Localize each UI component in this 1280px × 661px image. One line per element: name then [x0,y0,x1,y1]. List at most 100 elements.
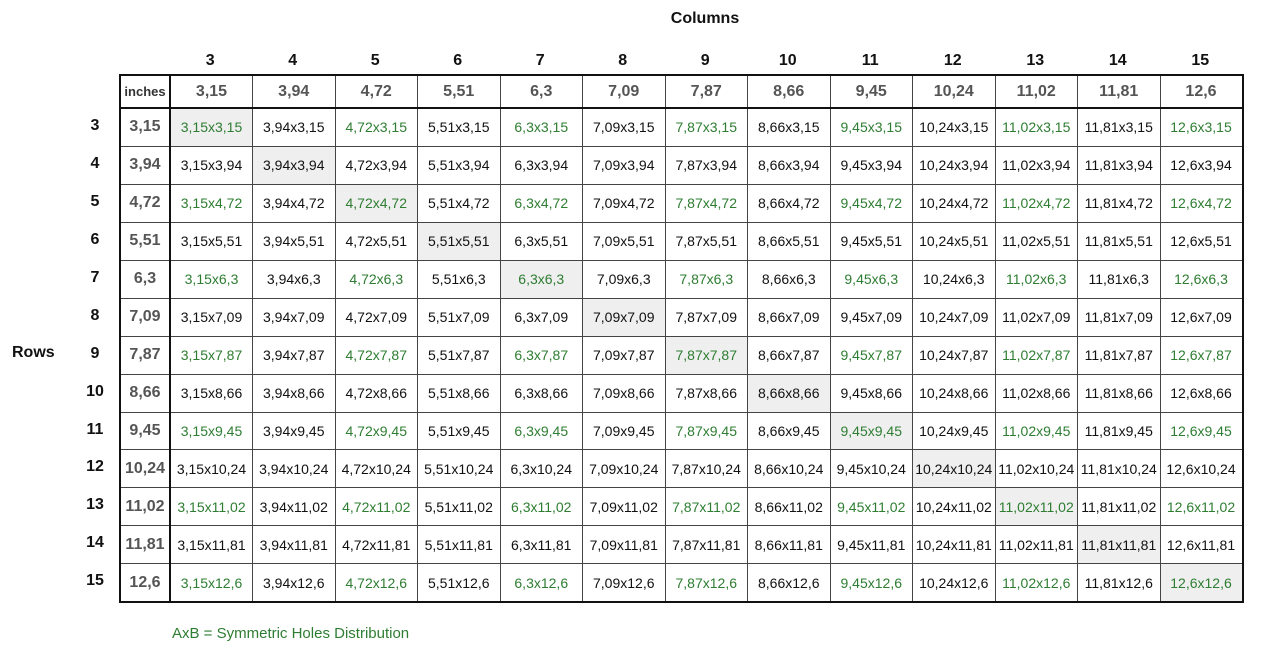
column-inches-header: 3,15 [169,74,253,109]
row-number: 4 [90,154,100,172]
size-cell: 8,66x7,09 [747,297,831,337]
size-cell: 3,94x8,66 [252,373,336,413]
row-inches-header: 8,66 [119,373,171,413]
row-inches-header: 3,94 [119,145,171,185]
column-inches-header: 9,45 [829,74,913,109]
size-cell: 12,6x11,02 [1159,487,1243,527]
row-inches-header: 12,6 [119,563,171,603]
size-cell: 3,94x11,81 [252,525,336,565]
column-inches-header: 11,02 [994,74,1078,109]
size-cell: 5,51x7,87 [417,335,501,375]
column-number: 11 [861,52,879,69]
row-inches-header: 4,72 [119,183,171,223]
size-cell: 3,15x7,87 [169,335,253,375]
size-cell: 6,3x8,66 [499,373,583,413]
size-cell: 12,6x9,45 [1159,411,1243,451]
size-cell: 7,09x11,81 [582,525,666,565]
size-cell: 8,66x3,15 [747,107,831,147]
size-cell: 4,72x6,3 [334,259,418,299]
size-cell: 11,81x7,87 [1077,335,1161,375]
row-number: 8 [90,306,100,324]
table-row: 11,81 3,15x11,81 3,94x11,81 4,72x11,81 5,51x… [119,525,1243,565]
size-cell: 3,15x11,81 [169,525,253,565]
size-cell: 10,24x6,3 [912,259,996,299]
size-cell: 3,15x9,45 [169,411,253,451]
column-number: 6 [453,52,463,69]
column-inches-header: 7,87 [664,74,748,109]
size-cell: 4,72x9,45 [334,411,418,451]
column-number: 12 [943,52,962,69]
column-number-header: 3 4 5 6 7 8 9 10 11 12 13 14 15 [169,50,1242,72]
size-cell: 3,94x3,15 [252,107,336,147]
size-cell: 6,3x3,15 [499,107,583,147]
size-cell: 8,66x9,45 [747,411,831,451]
inches-header-row: inches 3,15 3,94 4,72 5,51 6,3 7,09 7,87 8,66 9,4… [119,74,1243,109]
size-cell: 7,87x4,72 [664,183,748,223]
size-cell: 5,51x10,24 [417,449,501,489]
size-cell: 12,6x7,09 [1159,297,1243,337]
size-cell: 11,81x8,66 [1077,373,1161,413]
size-cell: 7,87x6,3 [664,259,748,299]
size-cell: 6,3x11,02 [499,487,583,527]
table-row: 7,09 3,15x7,09 3,94x7,09 4,72x7,09 5,51x7,09… [119,297,1243,337]
column-inches-header: 11,81 [1077,74,1161,109]
size-cell: 9,45x10,24 [829,449,913,489]
size-cell: 12,6x3,94 [1159,145,1243,185]
table-row: 9,45 3,15x9,45 3,94x9,45 4,72x9,45 5,51x9,45… [119,411,1243,451]
column-inches-header: 12,6 [1159,74,1243,109]
size-cell: 3,15x6,3 [169,259,253,299]
column-number: 5 [370,52,380,69]
size-cell: 3,15x3,94 [169,145,253,185]
row-inches-header: 7,09 [119,297,171,337]
size-cell: 3,94x5,51 [252,221,336,261]
size-cell: 7,09x10,24 [582,449,666,489]
size-cell: 11,81x12,6 [1077,563,1161,603]
size-cell: 8,66x7,87 [747,335,831,375]
column-inches-header: 8,66 [747,74,831,109]
size-cell: 9,45x6,3 [829,259,913,299]
size-cell: 7,87x7,87 [664,335,748,375]
size-cell: 9,45x11,81 [829,525,913,565]
size-cell: 11,81x6,3 [1077,259,1161,299]
size-cell: 6,3x5,51 [499,221,583,261]
size-cell: 4,72x7,87 [334,335,418,375]
size-cell: 10,24x9,45 [912,411,996,451]
column-number: 10 [778,52,797,69]
row-number-header: 3 4 5 6 7 8 9 10 11 12 13 14 15 [70,107,120,600]
size-cell: 4,72x10,24 [334,449,418,489]
row-number: 5 [90,192,100,210]
size-matrix-table: inches 3,15 3,94 4,72 5,51 6,3 7,09 7,87 8,66 9,4… [119,74,1244,604]
size-cell: 11,81x10,24 [1077,449,1161,489]
column-inches-header: 7,09 [582,74,666,109]
row-number: 11 [86,420,104,438]
columns-title: Columns [670,10,740,27]
column-number: 4 [288,52,298,69]
size-cell: 8,66x11,02 [747,487,831,527]
size-cell: 10,24x4,72 [912,183,996,223]
size-cell: 7,87x7,09 [664,297,748,337]
size-cell: 12,6x4,72 [1159,183,1243,223]
row-inches-header: 5,51 [119,221,171,261]
size-cell: 7,87x3,15 [664,107,748,147]
table-row: 8,66 3,15x8,66 3,94x8,66 4,72x8,66 5,51x8,66… [119,373,1243,413]
size-cell: 8,66x10,24 [747,449,831,489]
size-cell: 8,66x8,66 [747,373,831,413]
size-cell: 4,72x12,6 [334,563,418,603]
column-inches-header: 10,24 [912,74,996,109]
size-cell: 12,6x12,6 [1159,563,1243,603]
column-number: 3 [205,52,215,69]
size-cell: 9,45x8,66 [829,373,913,413]
column-inches-header: 4,72 [334,74,418,109]
size-cell: 12,6x5,51 [1159,221,1243,261]
size-cell: 9,45x12,6 [829,563,913,603]
size-cell: 4,72x5,51 [334,221,418,261]
size-cell: 11,02x12,6 [994,563,1078,603]
size-cell: 7,87x11,81 [664,525,748,565]
size-cell: 7,87x9,45 [664,411,748,451]
size-cell: 5,51x3,94 [417,145,501,185]
size-cell: 7,87x3,94 [664,145,748,185]
size-cell: 5,51x11,81 [417,525,501,565]
size-cell: 3,15x5,51 [169,221,253,261]
size-cell: 4,72x4,72 [334,183,418,223]
size-cell: 7,09x4,72 [582,183,666,223]
